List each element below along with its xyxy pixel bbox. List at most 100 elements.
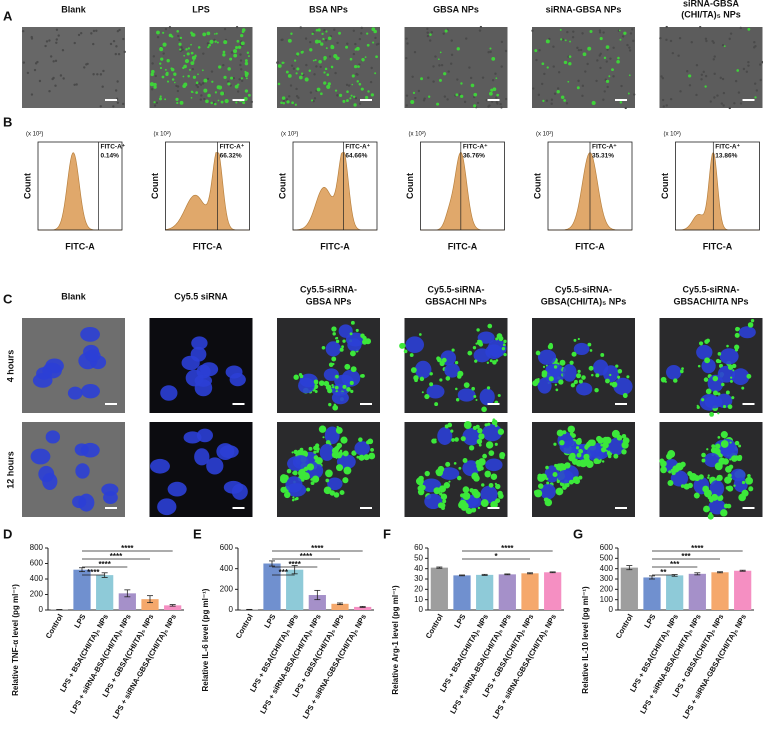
cell-shadow (550, 98, 554, 101)
fluorescent-spot (345, 45, 349, 49)
siRNA-spot (704, 489, 712, 498)
image-title: Blank (61, 291, 87, 301)
cell-shadow (118, 28, 121, 32)
cell-shadow (206, 77, 210, 81)
y-tick-label: 600 (30, 559, 44, 568)
cell-shadow (176, 89, 180, 93)
fluorescent-spot (240, 77, 243, 80)
siRNA-spot (728, 464, 734, 470)
siRNA-spot (475, 398, 478, 401)
bar (354, 606, 372, 610)
cell-shadow (434, 55, 437, 58)
cell-shadow (95, 29, 98, 32)
siRNA-spot (736, 442, 739, 445)
siRNA-spot (306, 487, 311, 492)
cell-shadow (198, 82, 201, 85)
cell-shadow (375, 43, 379, 46)
cell-shadow (354, 97, 358, 100)
fluorescent-spot (191, 91, 194, 93)
gate-label: FITC-A⁺ (463, 144, 488, 151)
siRNA-spot (360, 374, 364, 378)
cell-shadow (722, 91, 726, 95)
siRNA-spot (484, 471, 491, 478)
siRNA-spot (477, 506, 481, 510)
fluorescent-spot (350, 94, 353, 97)
fluorescent-spot (321, 32, 324, 36)
axis-title: Count (532, 173, 542, 199)
fluorescent-spot (159, 66, 163, 70)
cell-shadow (565, 102, 569, 105)
fluorescent-spot (191, 55, 196, 60)
bar (331, 603, 349, 610)
cell-shadow (713, 72, 716, 76)
fluorescent-spot (546, 66, 549, 69)
cell-shadow (369, 80, 373, 84)
fluorescent-spot (294, 103, 297, 106)
fluorescent-spot (287, 73, 292, 78)
siRNA-spot (399, 342, 406, 349)
siRNA-spot (718, 453, 723, 458)
siRNA-spot (501, 456, 505, 460)
siRNA-spot (462, 492, 471, 500)
siRNA-spot (735, 326, 740, 332)
fluorescent-spot (576, 86, 580, 90)
cell-shadow (572, 30, 575, 33)
cell-shadow (152, 55, 156, 58)
fluorescent-spot (244, 59, 248, 62)
siRNA-spot (292, 496, 295, 499)
bar (453, 575, 471, 610)
axis-title: Count (22, 173, 32, 199)
cell-shadow (438, 64, 441, 67)
siRNA-spot (343, 466, 352, 475)
fluorescent-spot (222, 53, 226, 57)
fluorescent-spot (176, 101, 179, 105)
siRNA-spot (292, 470, 298, 476)
bar (521, 573, 539, 610)
fluorescent-spot (244, 71, 249, 76)
cell-shadow (631, 28, 634, 31)
fluorescent-spot (187, 74, 190, 78)
cell-shadow (426, 34, 430, 38)
fluorescent-spot (244, 89, 249, 93)
siRNA-spot (332, 404, 339, 411)
cell-shadow (700, 73, 704, 76)
siRNA-spot (750, 318, 755, 323)
cell-shadow (360, 32, 363, 35)
fluorescent-spot (184, 58, 190, 64)
cell-shadow (628, 46, 631, 49)
cell-shadow (112, 105, 115, 108)
significance-label: *** (670, 560, 680, 569)
fluorescent-spot (191, 32, 195, 37)
cell-shadow (75, 83, 78, 86)
bar (118, 593, 136, 610)
cell-shadow (552, 65, 555, 68)
cell-shadow (73, 41, 76, 45)
siRNA-spot (704, 357, 711, 364)
siRNA-spot (481, 406, 487, 413)
siRNA-spot (607, 454, 612, 459)
fluorescent-spot (373, 29, 377, 34)
x-tick-label: Control (44, 612, 65, 640)
cell-shadow (55, 38, 58, 41)
siRNA-spot (710, 412, 713, 415)
cell-shadow (624, 106, 627, 110)
nucleus (559, 440, 580, 454)
siRNA-spot (313, 455, 319, 460)
fluorescent-spot (324, 67, 328, 71)
fluorescent-spot (285, 70, 289, 74)
fluorescent-spot (608, 75, 611, 78)
nucleus (319, 443, 335, 461)
cell-shadow (695, 64, 699, 67)
cell-shadow (465, 37, 468, 40)
fluorescent-spot (444, 29, 448, 33)
siRNA-spot (734, 332, 740, 338)
image-title: Cy5.5-siRNA- (682, 284, 739, 294)
siRNA-spot (746, 373, 752, 379)
siRNA-spot (488, 450, 495, 456)
cell-shadow (288, 95, 291, 98)
siRNA-spot (480, 499, 489, 508)
nucleus (540, 483, 556, 500)
siRNA-spot (328, 402, 332, 407)
siRNA-spot (371, 454, 374, 457)
siRNA-spot (734, 348, 739, 352)
